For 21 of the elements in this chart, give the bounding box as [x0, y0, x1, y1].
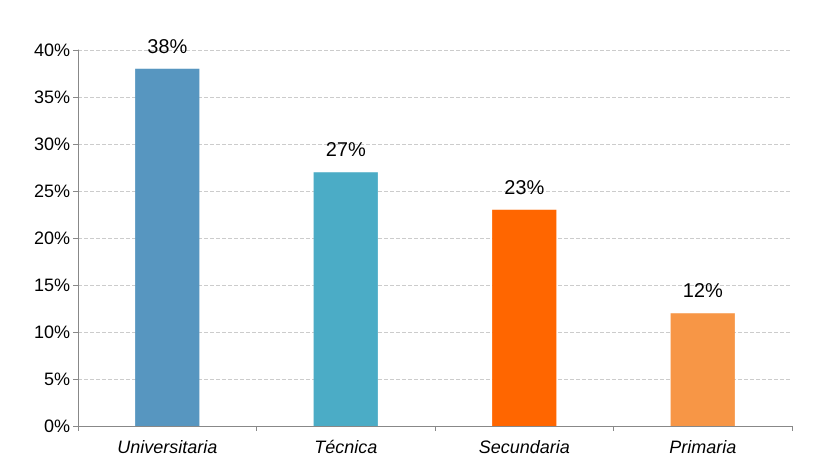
bar: [492, 210, 556, 426]
y-tick-label: 0%: [44, 416, 70, 436]
y-tick-label: 35%: [34, 87, 70, 107]
x-tick-label: Secundaria: [478, 437, 570, 457]
y-tick-label: 15%: [34, 275, 70, 295]
y-tick-label: 5%: [44, 369, 70, 389]
bar: [670, 313, 735, 426]
y-tick-label: 30%: [34, 134, 70, 154]
data-label: 12%: [682, 280, 723, 302]
y-tick-label: 25%: [34, 181, 70, 201]
y-tick-label: 40%: [34, 40, 70, 60]
x-tick-label: Técnica: [314, 437, 378, 457]
data-label: 23%: [504, 176, 544, 199]
data-label: 38%: [147, 36, 188, 58]
bar: [314, 172, 378, 426]
y-tick-label: 20%: [34, 228, 70, 248]
bar: [135, 68, 200, 426]
data-label: 27%: [326, 139, 366, 162]
y-tick-label: 10%: [34, 322, 70, 342]
x-tick-label: Primaria: [669, 437, 736, 457]
x-tick-label: Universitaria: [117, 437, 218, 457]
